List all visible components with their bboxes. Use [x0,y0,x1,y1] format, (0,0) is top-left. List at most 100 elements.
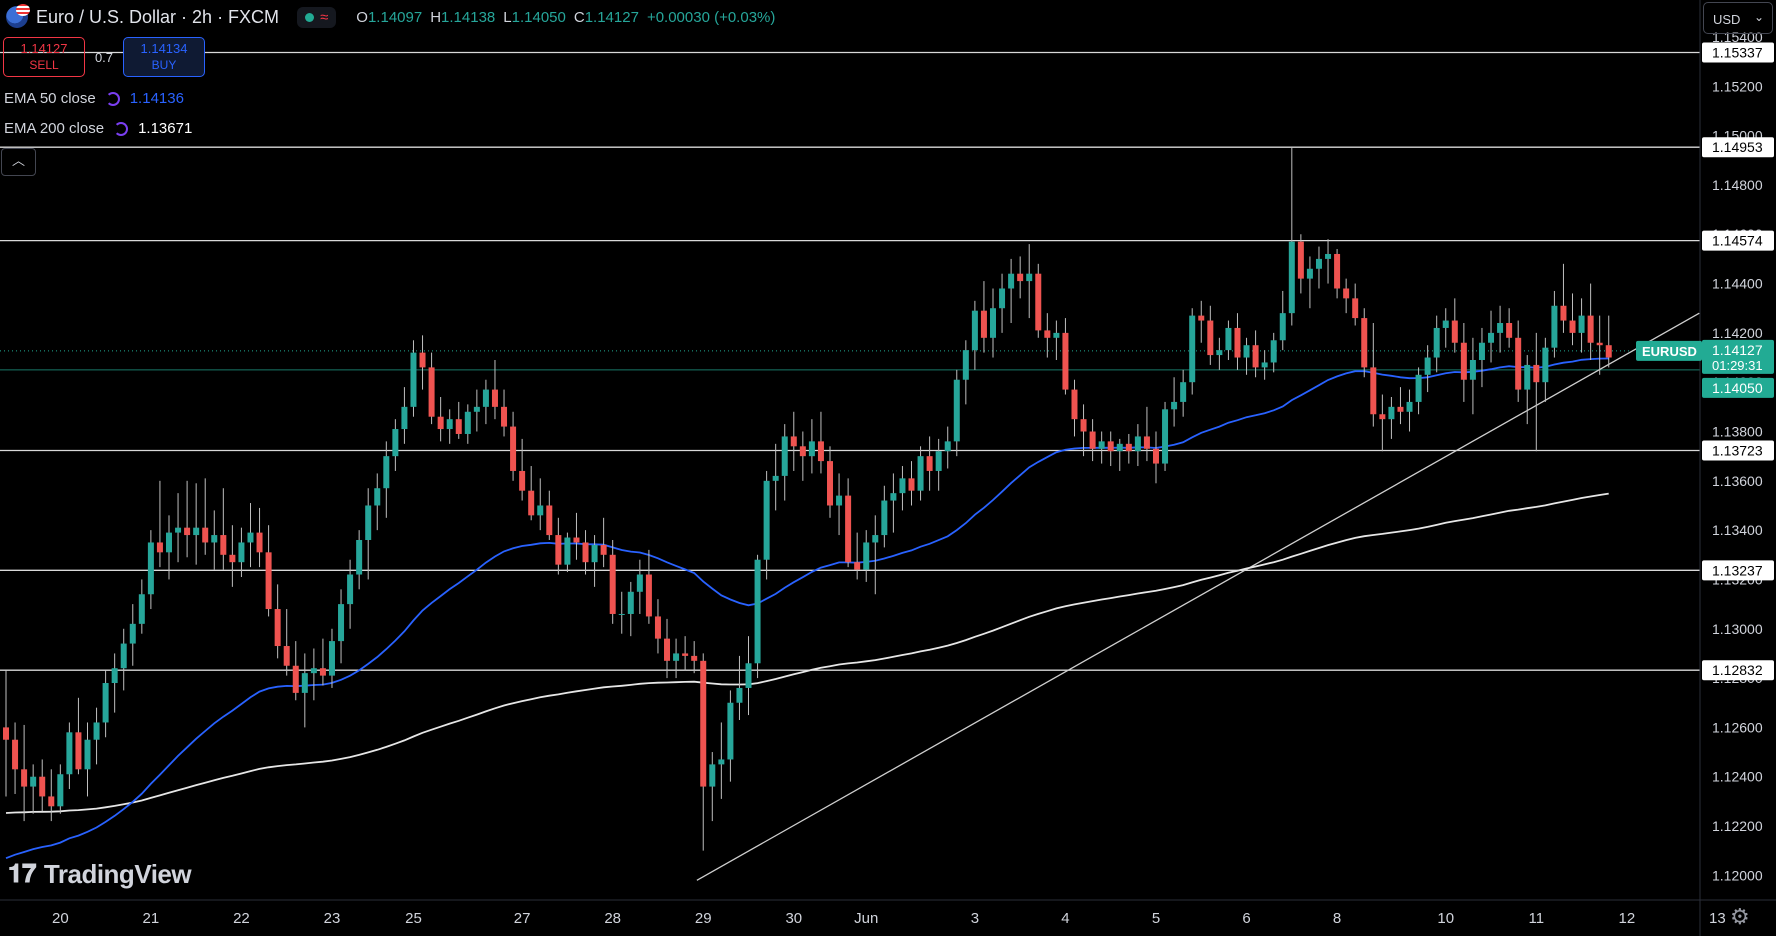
candle-body [310,668,317,674]
candle-body [1451,320,1458,343]
candle-body [111,668,118,684]
low-price-tag [1702,377,1774,398]
candle-body [265,552,272,610]
currency-selector[interactable]: USD ⌄ [1703,2,1773,34]
candle-body [953,379,960,442]
candle-body [709,764,716,787]
candle-body [564,537,571,565]
candle-body [383,456,390,489]
candle-body [917,456,924,491]
chevron-up-icon: ︿ [11,153,25,168]
x-tick-label: 4 [1061,910,1069,927]
market-open-icon [305,12,315,22]
level-price-tag [1702,660,1774,681]
candle-body [1533,364,1540,383]
y-tick-label: 1.15200 [1712,78,1763,94]
candle-body [962,350,969,380]
level-price-tag [1702,560,1774,581]
candle-body [1225,327,1232,351]
candle-body [1297,241,1304,279]
currency-label: USD [1713,12,1741,27]
spread-value: 0.7 [94,49,114,65]
buy-button[interactable]: 1.14134 BUY [123,37,205,77]
candle-body [754,559,761,664]
indicator-value: 1.13671 [138,120,193,137]
candle-body [827,461,834,506]
candle-body [328,641,335,676]
candle-body [510,426,517,471]
candle-body [1180,382,1187,402]
gear-icon[interactable]: ⚙ [1730,904,1750,929]
x-tick-label: Jun [854,910,878,927]
candle-body [691,655,698,661]
candle-body [1261,362,1268,368]
candle-body [1497,323,1504,333]
trendline[interactable] [696,312,1700,881]
candle-body [21,769,28,787]
candle-body [745,663,752,688]
sell-button[interactable]: 1.14127 SELL [3,37,85,77]
candle-body [682,653,689,656]
candle-body [1134,436,1141,452]
indicator-ema50[interactable]: EMA 50 close 1.14136 [4,90,184,107]
candle-body [1143,436,1150,449]
candle-body [1071,389,1078,420]
candle-body [1207,320,1214,356]
collapse-legend-button[interactable]: ︿ [1,148,36,176]
candle-body [817,441,824,462]
candle-body [1415,374,1422,402]
candle-body [664,638,671,661]
level-price-tag [1702,230,1774,251]
symbol-title[interactable]: Euro / U.S. Dollar · 2h · FXCM [36,6,280,27]
candle-body [1270,340,1277,363]
candle-body [519,470,526,491]
candle-body [156,542,163,553]
wave-icon: ≈ [320,8,329,26]
candle-body [591,544,598,563]
y-tick-label: 1.13600 [1712,473,1763,489]
buy-label: BUY [151,58,177,72]
indicator-ema200[interactable]: EMA 200 close 1.13671 [4,120,192,137]
candle-body [491,389,498,407]
candle-body [501,406,508,427]
trade-panel: 1.14127 SELL 0.7 1.14134 BUY [3,37,205,77]
candle-body [129,623,136,644]
candle-body [609,554,616,614]
candle-body [419,352,426,368]
candle-body [211,535,218,543]
candle-body [57,774,64,807]
candle-body [193,527,200,536]
indicator-name: EMA 50 close [4,90,96,107]
candle-body [872,535,879,543]
candle-body [1334,253,1341,289]
market-status-icon[interactable]: ≈ [297,6,337,28]
x-tick-label: 12 [1619,910,1636,927]
candle-body [926,456,933,471]
candle-body [1352,298,1359,319]
candle-body [274,609,281,647]
candle-body [356,540,363,575]
candle-body [428,367,435,417]
y-tick-label: 1.14800 [1712,177,1763,193]
candle-body [1315,258,1322,269]
x-tick-label: 8 [1333,910,1341,927]
candle-body [84,739,91,770]
candle-body [528,490,535,516]
candle-body [1596,342,1603,346]
level-price-label: 1.14953 [1712,139,1763,155]
low-label: L [503,8,512,26]
candle-body [1424,357,1431,375]
candle-body [1406,401,1413,412]
candle-body [229,554,236,563]
candle-body [890,493,897,501]
open-value: 1.14097 [367,8,423,26]
candle-body [1162,409,1169,464]
candle-body [147,542,154,595]
candle-body [238,542,245,563]
last-price-tag [1702,339,1774,374]
candle-body [999,288,1006,309]
close-label: C [573,8,585,26]
candle-body [573,537,580,543]
candle-body [202,527,209,543]
